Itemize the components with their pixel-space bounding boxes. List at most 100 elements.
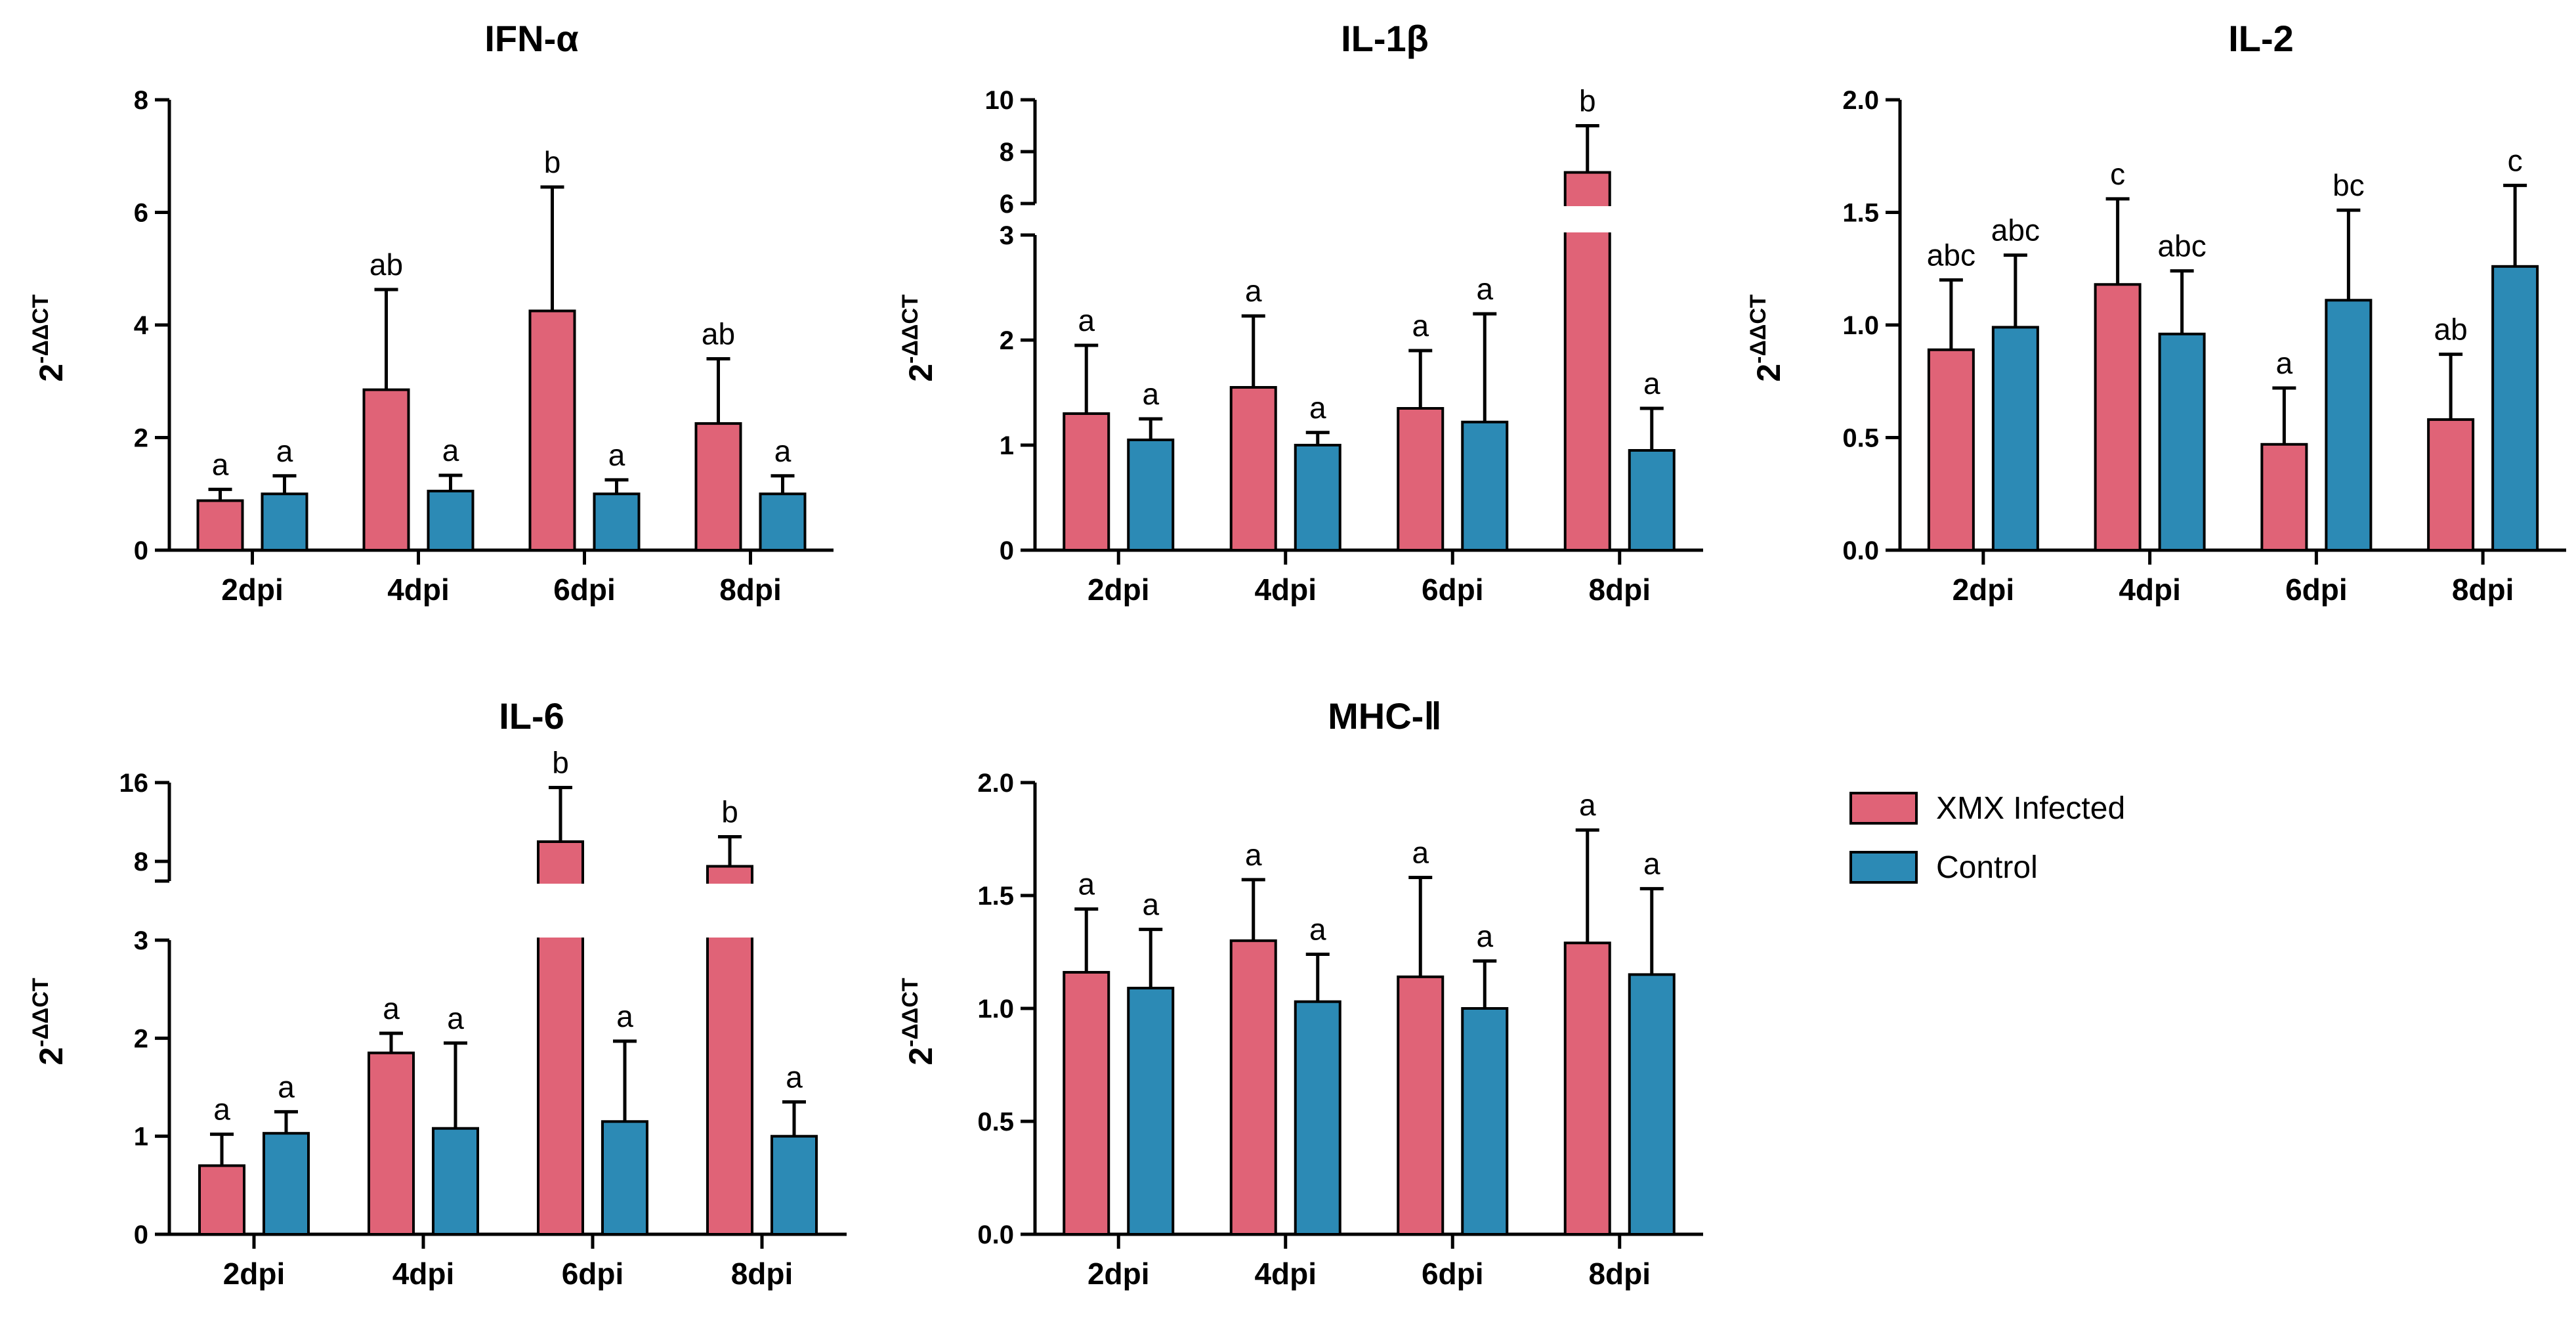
- bar-xmx-8dpi: [1563, 171, 1611, 552]
- significance-label: a: [278, 1069, 295, 1104]
- significance-label: a: [1643, 847, 1660, 881]
- bar-xmx-6dpi: [2260, 443, 2308, 551]
- y-tick-label: 1.0: [977, 995, 1014, 1024]
- bar-control-2dpi: [1127, 987, 1175, 1236]
- x-tick-label: 6dpi: [1422, 1257, 1484, 1291]
- bar-xmx-8dpi: [2427, 418, 2475, 551]
- bar-xmx-6dpi: [1397, 975, 1445, 1236]
- significance-label: a: [276, 434, 293, 468]
- x-tick-label: 4dpi: [2119, 572, 2181, 607]
- y-axis-label: 2-ΔΔCT: [28, 978, 70, 1066]
- chart-panel-5: MHC-Ⅱ 2-ΔΔCT 0.0 0.5 1.0 1.5 2.0 2dpi a a 4dpi a a 6d…: [898, 695, 1703, 1291]
- bar-control-8dpi: [759, 492, 807, 551]
- x-tick-label: 8dpi: [1588, 572, 1651, 607]
- significance-label: a: [212, 447, 229, 481]
- x-tick-label: 8dpi: [1588, 1257, 1651, 1291]
- significance-label: ab: [2434, 313, 2468, 347]
- significance-label: a: [2276, 346, 2293, 380]
- bar-control-6dpi: [593, 492, 641, 551]
- y-axis-label: 2-ΔΔCT: [898, 978, 939, 1066]
- y-tick-label: 1.5: [1842, 199, 1879, 228]
- bar-control-2dpi: [1991, 326, 2039, 551]
- x-tick-label: 2dpi: [1087, 572, 1150, 607]
- x-tick-label: 8dpi: [719, 572, 782, 607]
- y-axis-label-exponent: -ΔΔCT: [28, 294, 53, 364]
- significance-label: a: [786, 1060, 803, 1094]
- significance-label: a: [447, 1001, 464, 1035]
- chart-title: IL-1β: [1341, 18, 1429, 59]
- x-tick-label: 2dpi: [1087, 1257, 1150, 1291]
- significance-label: a: [616, 999, 633, 1033]
- bar-control-2dpi: [1127, 439, 1175, 551]
- legend-label-control: Control: [1936, 850, 2038, 885]
- y-axis-label-exponent: -ΔΔCT: [898, 978, 923, 1047]
- y-tick-label: 6: [134, 199, 148, 228]
- significance-label: abc: [1991, 213, 2040, 248]
- y-tick-label: 0.0: [977, 1220, 1014, 1249]
- x-tick-label: 6dpi: [553, 572, 616, 607]
- y-tick-label: 0: [1000, 536, 1014, 565]
- significance-label: ab: [370, 248, 403, 282]
- y-axis-label-base: 2: [1750, 364, 1787, 382]
- significance-label: b: [1579, 84, 1596, 118]
- chart-title: MHC-Ⅱ: [1328, 695, 1442, 737]
- bar-xmx-2dpi: [1063, 412, 1110, 551]
- y-tick-label: 2: [1000, 326, 1014, 355]
- bar-control-8dpi: [1628, 449, 1676, 551]
- bar-xmx-8dpi: [1563, 941, 1611, 1236]
- significance-label: a: [1078, 303, 1095, 337]
- bar-control-8dpi: [2491, 265, 2539, 551]
- chart-title: IFN-α: [484, 18, 578, 59]
- x-tick-label: 6dpi: [562, 1257, 624, 1291]
- significance-label: c: [2508, 143, 2523, 177]
- y-axis-label-base: 2: [33, 1047, 70, 1066]
- x-tick-label: 2dpi: [223, 1257, 285, 1291]
- y-tick-label: 1.0: [1842, 311, 1879, 340]
- significance-label: a: [608, 438, 625, 472]
- x-tick-label: 8dpi: [2452, 572, 2514, 607]
- bar-xmx-2dpi: [1063, 970, 1110, 1236]
- y-tick-label: 2.0: [1842, 86, 1879, 115]
- bar-control-4dpi: [1294, 444, 1341, 551]
- bar-xmx-8dpi: [694, 422, 742, 551]
- y-tick-label: 0: [134, 1220, 148, 1249]
- y-tick-label: 1.5: [977, 882, 1014, 911]
- bar-control-4dpi: [2158, 332, 2206, 551]
- bar-xmx-6dpi: [1397, 407, 1445, 551]
- bar-control-2dpi: [261, 492, 308, 551]
- significance-label: b: [721, 795, 738, 829]
- bar-xmx-4dpi: [2094, 283, 2142, 551]
- y-tick-label: 4: [134, 311, 149, 340]
- significance-label: a: [442, 433, 459, 467]
- significance-label: ab: [702, 316, 735, 351]
- x-tick-label: 4dpi: [1254, 1257, 1317, 1291]
- y-tick-label: 16: [119, 769, 149, 798]
- y-axis-label-base: 2: [33, 364, 70, 382]
- y-axis-label: 2-ΔΔCT: [898, 294, 939, 382]
- significance-label: a: [1309, 912, 1326, 946]
- y-tick-label: 1: [134, 1123, 148, 1152]
- y-axis-label-exponent: -ΔΔCT: [28, 978, 53, 1047]
- chart-panel-2: IL-1β2-ΔΔCT012368102dpiaa4dpiaa6dpiaa8dp…: [898, 18, 1703, 607]
- y-axis-label-exponent: -ΔΔCT: [1746, 294, 1771, 364]
- chart-panel-3: IL-22-ΔΔCT0.00.51.01.52.02dpiabcabc4dpic…: [1746, 18, 2566, 607]
- legend-swatch-xmx: [1849, 792, 1918, 825]
- bar-xmx-2dpi: [1927, 348, 1975, 551]
- x-tick-label: 2dpi: [1953, 572, 2015, 607]
- significance-label: a: [1245, 838, 1262, 872]
- y-tick-label: 10: [985, 86, 1015, 115]
- y-tick-label: 2: [134, 424, 148, 453]
- bar-xmx-4dpi: [1229, 386, 1277, 551]
- y-tick-label: 8: [1000, 138, 1014, 167]
- x-tick-label: 4dpi: [1254, 572, 1317, 607]
- bar-xmx-4dpi: [1229, 939, 1277, 1236]
- legend-label-xmx: XMX Infected: [1936, 791, 2125, 826]
- y-axis-label: 2-ΔΔCT: [28, 294, 70, 382]
- bar-control-2dpi: [263, 1132, 310, 1236]
- y-tick-label: 8: [134, 848, 148, 876]
- y-tick-label: 3: [1000, 221, 1014, 250]
- y-tick-label: 2: [134, 1024, 148, 1053]
